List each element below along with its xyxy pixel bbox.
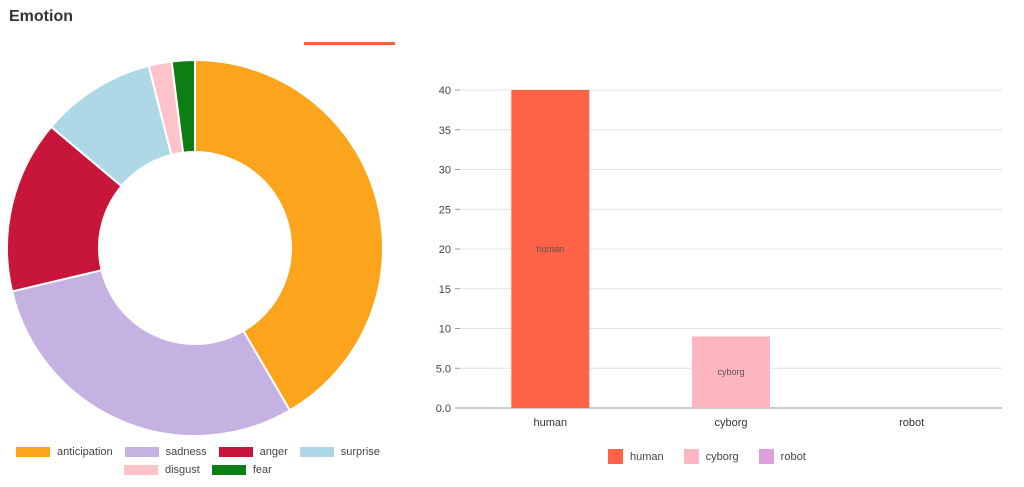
- bar-chart: 0.0 5.0 10 15 20 25 30 35 40 human human cyborg cybo…: [436, 85, 1002, 429]
- legend-swatch: [124, 465, 158, 475]
- bar-data-label: cyborg: [717, 367, 744, 377]
- bar-legend: human cyborg robot: [608, 449, 826, 464]
- legend-swatch: [758, 449, 774, 464]
- y-tick-label: 5.0: [436, 363, 451, 375]
- legend-item-human[interactable]: human: [608, 449, 664, 464]
- y-tick-label: 30: [439, 165, 451, 177]
- legend-label: disgust: [165, 464, 200, 476]
- legend-item-cyborg[interactable]: cyborg: [683, 449, 739, 464]
- legend-item-sadness[interactable]: sadness: [124, 446, 207, 458]
- legend-swatch: [124, 447, 159, 457]
- legend-label: robot: [780, 450, 806, 463]
- donut-slice-fear[interactable]: [170, 58, 196, 154]
- legend-swatch: [683, 449, 699, 464]
- legend-item-anticipation[interactable]: anticipation: [16, 446, 113, 458]
- legend-label: sadness: [165, 446, 207, 458]
- legend-swatch: [211, 465, 246, 475]
- legend-swatch: [299, 447, 334, 457]
- y-tick-label: 20: [439, 244, 451, 256]
- bar-human[interactable]: [511, 90, 590, 408]
- donut-slice-anticipation[interactable]: [194, 58, 384, 412]
- y-tick-label: 35: [439, 125, 451, 137]
- y-tick-label: 15: [439, 284, 451, 296]
- legend-label: human: [630, 450, 664, 463]
- legend-item-robot[interactable]: robot: [758, 449, 806, 464]
- bar-data-label: human: [537, 244, 565, 254]
- x-tick-label: cyborg: [714, 417, 747, 429]
- y-tick-label: 40: [439, 85, 451, 97]
- donut-slice-sadness[interactable]: [10, 268, 292, 437]
- legend-label: fear: [252, 464, 272, 476]
- legend-item-disgust[interactable]: disgust: [124, 464, 200, 476]
- bar-cyborg[interactable]: [692, 336, 770, 408]
- legend-item-surprise[interactable]: surprise: [299, 446, 380, 458]
- legend-label: anticipation: [57, 446, 113, 458]
- legend-swatch: [218, 447, 253, 457]
- x-tick-label: robot: [899, 417, 924, 429]
- legend-label: surprise: [340, 446, 380, 458]
- y-tick-label: 25: [439, 204, 451, 216]
- donut-legend: anticipation sadness anger surprise disgust f…: [16, 446, 396, 476]
- legend-item-anger[interactable]: anger: [218, 446, 288, 458]
- donut-slice-anger[interactable]: [6, 125, 123, 293]
- legend-label: anger: [259, 446, 288, 458]
- y-tick-label: 10: [439, 324, 451, 336]
- legend-swatch: [608, 449, 623, 464]
- y-tick-label: 0.0: [436, 403, 451, 415]
- legend-label: cyborg: [705, 450, 739, 463]
- chart-title: Emotion: [9, 8, 73, 25]
- x-tick-label: human: [534, 417, 568, 429]
- donut-chart: [6, 58, 384, 437]
- legend-item-fear[interactable]: fear: [211, 464, 272, 476]
- accent-bar: [304, 42, 395, 45]
- legend-swatch: [16, 447, 50, 457]
